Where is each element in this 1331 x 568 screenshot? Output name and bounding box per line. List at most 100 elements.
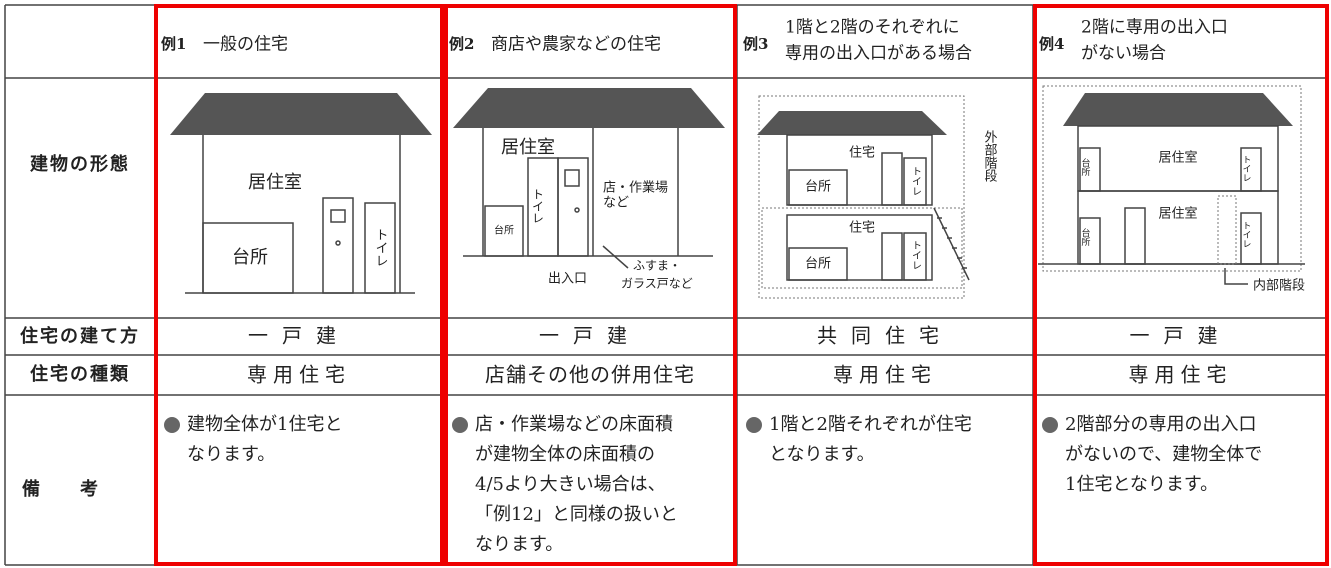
remark-line: 「例12」と同様の扱いと	[475, 504, 678, 525]
label: トイレ	[531, 188, 545, 224]
roof	[757, 111, 947, 135]
door	[1124, 207, 1146, 265]
label: 台所	[494, 224, 514, 237]
window	[564, 169, 580, 187]
highlight-frames	[154, 4, 1329, 566]
knob	[335, 240, 341, 246]
label: 台所	[805, 257, 831, 272]
toilet	[903, 157, 927, 206]
build-style: 一戸建	[248, 324, 350, 348]
label: 外部階段	[982, 130, 998, 182]
toilet	[1240, 147, 1262, 192]
remark-line: 2階部分の専用の出入口	[1065, 414, 1256, 435]
example-title: 一般の住宅	[203, 35, 288, 55]
house-type: 店舗その他の併用住宅	[485, 363, 695, 387]
knob	[574, 207, 580, 213]
walls	[463, 128, 713, 257]
label: トイレ	[910, 240, 922, 270]
window	[330, 209, 346, 223]
example-number: 例3	[743, 35, 768, 53]
toilet	[364, 202, 396, 294]
diagram-1: 居住室 台所 トイレ	[170, 93, 432, 294]
row-label: 備考	[22, 478, 138, 500]
bullet	[1042, 417, 1058, 433]
toilet	[903, 232, 927, 281]
label: 居住室	[248, 172, 302, 193]
label: 居住室	[1158, 206, 1197, 222]
label: トイレ	[1241, 155, 1252, 182]
label: 住宅	[849, 146, 875, 161]
label: ふすま・	[633, 259, 681, 273]
door	[881, 152, 903, 206]
house-type: 専用住宅	[833, 363, 937, 387]
stairs	[933, 207, 970, 281]
bullet	[746, 417, 762, 433]
label: 台所	[232, 247, 268, 268]
example-title: がない場合	[1081, 44, 1166, 64]
example-title: 2階に専用の出入口	[1081, 18, 1228, 38]
door	[881, 232, 903, 281]
outline	[1042, 85, 1302, 272]
roof	[453, 88, 725, 128]
room	[484, 205, 524, 257]
diagram-2: 居住室 トイレ 台所 店・作業場 など 出入口 ふすま・ ガラス戸など	[453, 88, 725, 291]
label: 居住室	[1158, 150, 1197, 166]
build-style: 一戸建	[1130, 324, 1232, 348]
house-type: 専用住宅	[247, 363, 351, 387]
row-label: 住宅の建て方	[20, 325, 140, 347]
remark-line: なります。	[475, 534, 563, 555]
remark-line: 店・作業場などの床面積	[475, 414, 673, 435]
diagram-3: 住宅 台所 トイレ 住宅 台所 トイレ 外部階段	[757, 95, 998, 299]
roof	[1063, 93, 1293, 126]
label: トイレ	[1241, 221, 1252, 248]
label: 内部階段	[1253, 278, 1305, 294]
label: 居住室	[501, 137, 555, 158]
remark-line: 1住宅となります。	[1065, 474, 1218, 495]
label: 台所	[805, 180, 831, 195]
diagram-4: 台所 居住室 トイレ 台所 居住室 トイレ 内部階段	[1038, 85, 1305, 294]
room	[202, 222, 294, 294]
example-title: 商店や農家などの住宅	[491, 35, 661, 55]
outline	[761, 207, 963, 289]
roof	[170, 93, 432, 135]
remark-line: なります。	[187, 444, 275, 465]
remark-line: が建物全体の床面積の	[475, 444, 655, 465]
remark-line: 建物全体が1住宅と	[187, 414, 342, 435]
row-label: 建物の形態	[30, 153, 130, 175]
example-number: 例4	[1039, 35, 1064, 53]
remark-line: がないので、建物全体で	[1065, 444, 1262, 465]
label: 出入口	[548, 272, 587, 287]
remark-line: 4/5より大きい場合は、	[475, 474, 666, 495]
row-label: 住宅の種類	[30, 363, 130, 385]
floor	[786, 214, 933, 281]
room	[1079, 147, 1101, 192]
house-type: 専用住宅	[1129, 363, 1233, 387]
example-number: 例2	[449, 35, 474, 53]
arrow	[602, 245, 629, 269]
label: トイレ	[910, 166, 922, 196]
bullet	[164, 417, 180, 433]
room	[788, 169, 848, 206]
remark-line: 1階と2階それぞれが住宅	[769, 414, 972, 435]
floor	[786, 134, 933, 206]
arrow	[1224, 268, 1248, 285]
bullet	[452, 417, 468, 433]
build-style: 共同住宅	[817, 324, 953, 348]
toilet	[1240, 212, 1262, 265]
remark-line: となります。	[769, 444, 875, 465]
label: ガラス戸など	[621, 277, 693, 291]
example-number: 例1	[161, 35, 186, 53]
label: 台所	[1080, 227, 1091, 247]
build-style: 一戸建	[539, 324, 641, 348]
room	[1079, 217, 1101, 265]
example-title: 専用の出入口がある場合	[785, 44, 972, 64]
room	[788, 247, 848, 281]
label: 住宅	[849, 221, 875, 236]
example-title: 1階と2階のそれぞれに	[785, 18, 960, 38]
label: トイレ	[373, 228, 388, 267]
door	[557, 157, 589, 257]
door	[322, 197, 354, 294]
label: 店・作業場	[603, 180, 668, 196]
outline	[758, 95, 965, 299]
